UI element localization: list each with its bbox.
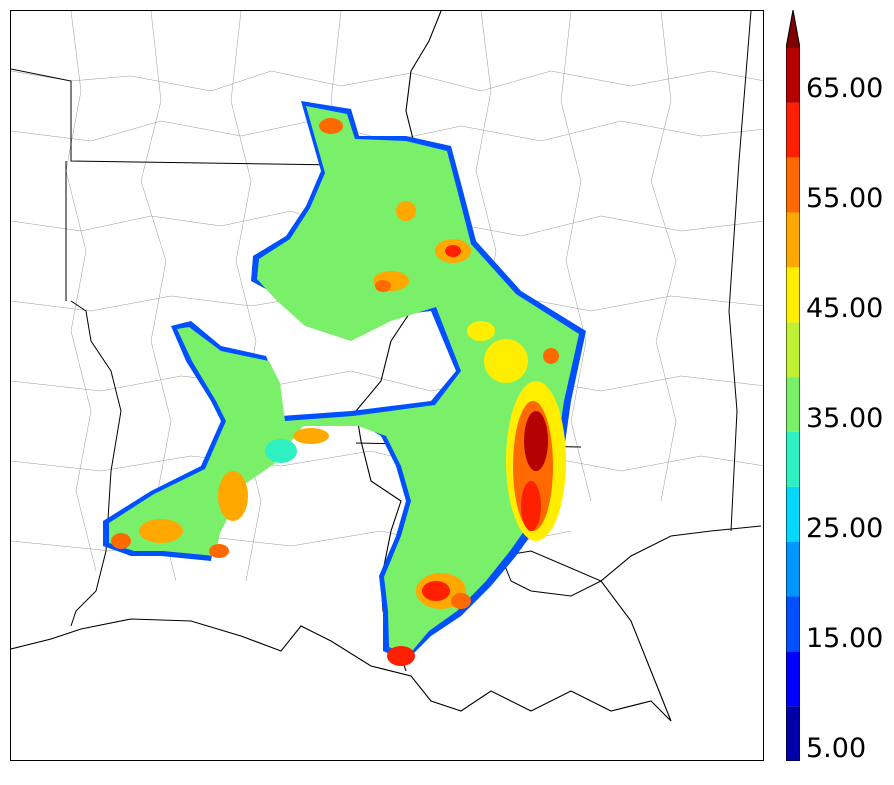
colorbar-segment: [786, 48, 800, 103]
colorbar-label-45: 45.00: [806, 293, 884, 324]
colorbar-segment: [786, 651, 800, 707]
precipitation-field: [103, 101, 586, 666]
colorbar-outline: [786, 10, 800, 761]
colorbar-segment: [786, 596, 800, 652]
colorbar-label-35: 35.00: [806, 403, 884, 434]
colorbar-segment: [786, 541, 800, 597]
colorbar-segment: [786, 102, 800, 158]
colorbar-segment: [786, 486, 800, 542]
precipitation-map: [11, 11, 763, 722]
colorbar-label-25: 25.00: [806, 513, 884, 544]
colorbar-segment: [786, 157, 800, 213]
lake-pontchartrain: [500, 550, 603, 597]
colorbar-segment: [786, 212, 800, 268]
colorbar-label-55: 55.00: [806, 183, 884, 214]
colorbar-segment: [786, 322, 800, 378]
colorbar-label-5: 5.00: [806, 733, 867, 764]
gulf-coastline: [11, 525, 762, 722]
colorbar: [786, 10, 800, 761]
map-panel: [10, 10, 764, 761]
colorbar-extend-triangle: [786, 10, 800, 48]
colorbar-segment: [786, 431, 800, 487]
colorbar-label-15: 15.00: [806, 623, 884, 654]
colorbar-segment: [786, 706, 800, 761]
colorbar-segment: [786, 377, 800, 432]
colorbar-label-65: 65.00: [806, 73, 884, 104]
colorbar-segment: [786, 267, 800, 323]
